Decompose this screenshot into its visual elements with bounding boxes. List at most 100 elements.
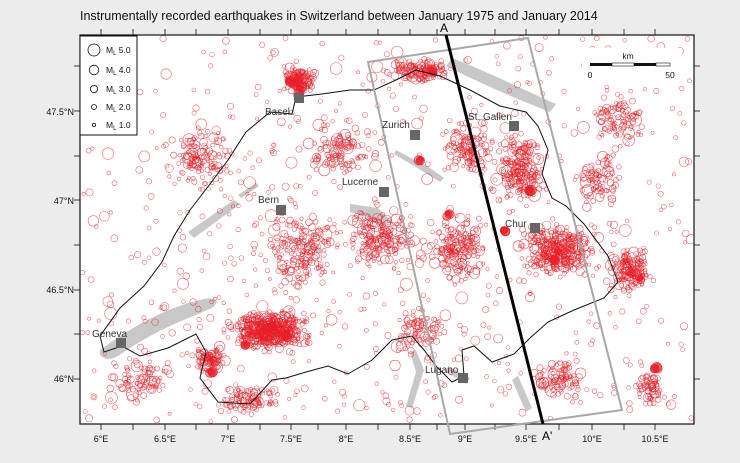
earthquake-marker (87, 215, 99, 227)
earthquake-marker (675, 219, 681, 225)
earthquake-marker (285, 348, 293, 356)
earthquake-marker (458, 261, 465, 268)
earthquake-marker (357, 222, 370, 235)
earthquake-marker (292, 321, 297, 326)
earthquake-marker (272, 399, 279, 405)
earthquake-marker (224, 168, 230, 174)
earthquake-marker (461, 164, 466, 169)
earthquake-marker (430, 229, 435, 235)
map-title: Instrumentally recorded earthquakes in S… (80, 9, 598, 23)
earthquake-marker (139, 365, 144, 371)
earthquake-marker (228, 195, 234, 201)
earthquake-marker (291, 247, 296, 252)
earthquake-marker (678, 156, 689, 167)
earthquake-marker (350, 241, 356, 247)
earthquake-marker (621, 124, 626, 129)
earthquake-marker (531, 142, 538, 148)
earthquake-marker (501, 175, 515, 189)
earthquake-marker (623, 357, 630, 364)
earthquake-marker (196, 347, 202, 353)
earthquake-marker (280, 339, 288, 348)
earthquake-marker (389, 206, 399, 216)
earthquake-marker (471, 107, 478, 115)
earthquake-marker (443, 69, 448, 75)
earthquake-marker (263, 329, 272, 337)
earthquake-marker (281, 64, 287, 69)
earthquake-marker (678, 341, 684, 347)
earthquake-marker (365, 261, 370, 267)
earthquake-marker (581, 163, 594, 176)
earthquake-marker (557, 359, 564, 366)
earthquake-marker (256, 402, 263, 409)
earthquake-marker (470, 248, 477, 255)
earthquake-marker (604, 88, 610, 93)
earthquake-marker (181, 299, 186, 304)
earthquake-marker (285, 274, 293, 282)
earthquake-marker (519, 256, 524, 261)
earthquake-marker (342, 162, 348, 168)
earthquake-marker (332, 152, 340, 160)
earthquake-marker (346, 166, 353, 173)
earthquake-marker (619, 308, 626, 315)
earthquake-marker (251, 346, 256, 351)
earthquake-marker (428, 60, 433, 65)
earthquake-marker (588, 162, 595, 169)
earthquake-marker (327, 217, 333, 223)
earthquake-marker (397, 66, 402, 71)
earthquake-marker (480, 245, 486, 251)
earthquake-marker (221, 330, 226, 335)
earthquake-marker (295, 336, 301, 342)
earthquake-marker (536, 364, 544, 372)
earthquake-marker (306, 67, 312, 72)
earthquake-marker (377, 139, 385, 146)
earthquake-marker (289, 335, 298, 343)
earthquake-marker (285, 237, 291, 243)
earthquake-marker (222, 193, 227, 199)
earthquake-marker (625, 268, 632, 275)
earthquake-marker (295, 274, 300, 279)
earthquake-marker (687, 78, 692, 83)
earthquake-marker (266, 389, 273, 397)
earthquake-marker (300, 339, 309, 348)
earthquake-marker (377, 40, 382, 45)
earthquake-marker (374, 381, 379, 386)
earthquake-marker (261, 391, 266, 396)
earthquake-marker (415, 249, 426, 260)
earthquake-marker (596, 134, 602, 140)
earthquake-marker (395, 222, 401, 229)
earthquake-marker (266, 320, 272, 326)
earthquake-marker (217, 407, 225, 414)
earthquake-marker (603, 188, 609, 194)
earthquake-marker (431, 395, 437, 400)
earthquake-marker (330, 140, 335, 145)
earthquake-marker (207, 360, 213, 366)
earthquake-marker (557, 274, 563, 280)
earthquake-marker (497, 142, 503, 147)
earthquake-marker (469, 225, 481, 237)
earthquake-marker (522, 263, 527, 268)
earthquake-marker (540, 254, 545, 260)
earthquake-marker (680, 347, 685, 352)
earthquake-marker (135, 380, 141, 387)
earthquake-marker (640, 308, 647, 315)
earthquake-marker (614, 101, 619, 106)
earthquake-marker (627, 252, 638, 262)
earthquake-marker (285, 266, 295, 276)
earthquake-marker (288, 334, 295, 341)
earthquake-marker (443, 237, 449, 243)
earthquake-marker (560, 257, 569, 265)
earthquake-marker (160, 334, 165, 339)
earthquake-marker (132, 398, 140, 406)
earthquake-marker (189, 352, 196, 359)
earthquake-marker (218, 144, 224, 150)
earthquake-marker (462, 231, 467, 236)
earthquake-marker (208, 419, 213, 424)
earthquake-marker (569, 233, 578, 242)
earthquake-marker (460, 246, 466, 251)
earthquake-marker (402, 310, 409, 317)
earthquake-marker (451, 183, 456, 189)
earthquake-marker (361, 306, 367, 312)
earthquake-marker (650, 130, 655, 135)
earthquake-marker (607, 285, 615, 293)
earthquake-marker (273, 234, 281, 242)
